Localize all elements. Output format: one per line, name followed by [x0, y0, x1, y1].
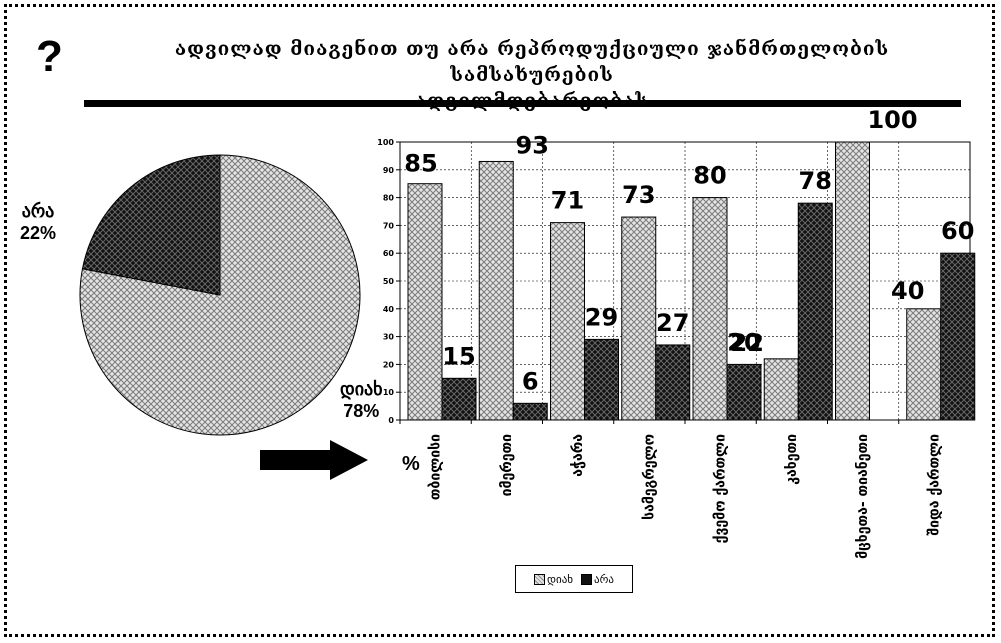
- bar-yes-8: [906, 308, 942, 421]
- pie-label-no: არა 22%: [20, 200, 56, 244]
- data-label: 73: [622, 181, 655, 209]
- pie-label-no-pct: 22%: [20, 223, 57, 243]
- bar-yes-5: [692, 197, 728, 421]
- y-tick-label: 50: [383, 277, 395, 286]
- y-tick-label: 70: [383, 221, 395, 230]
- bar-no-4: [655, 344, 691, 421]
- x-category-label: სამეგრელო: [641, 434, 657, 520]
- bar-no-2: [512, 402, 548, 421]
- y-tick-label: 60: [383, 249, 395, 258]
- y-tick-label: 100: [377, 138, 394, 147]
- x-category-label: ქვემო ქართლი: [713, 434, 729, 543]
- bar-no-8: [940, 252, 976, 421]
- y-tick-label: 80: [383, 194, 395, 203]
- title-line-1: ადვილად მიაგენით თუ არა რეპროდუქციული ჯა…: [174, 38, 890, 86]
- percent-label: %: [402, 453, 420, 475]
- data-label: 15: [442, 342, 475, 370]
- data-label: 40: [891, 277, 924, 305]
- bar-chart: 0 10 20 30 40 50 60 70 80 90 100 თბილისი იმერეთი აჭარ…: [377, 106, 976, 559]
- data-label: 78: [799, 167, 832, 195]
- bar-no-5: [726, 363, 762, 421]
- y-tick-label: 10: [383, 388, 395, 397]
- legend-swatch-no: [581, 574, 593, 585]
- pie-label-yes-text: დიახ: [340, 379, 383, 399]
- pie-label-yes-pct: 78%: [343, 401, 380, 421]
- x-category-label: მცხეთა- თიანეთი: [855, 434, 871, 559]
- pie-slice-no: [81, 154, 221, 296]
- y-tick-label: 0: [388, 416, 394, 425]
- y-tick-label: 40: [383, 305, 395, 314]
- data-label: 80: [693, 162, 726, 190]
- bar-yes-7: [835, 141, 870, 421]
- data-label: 27: [656, 309, 689, 337]
- data-label: 29: [585, 303, 618, 331]
- data-label: 100: [867, 106, 917, 134]
- pie-chart: [79, 154, 361, 436]
- x-category-label: თბილისი: [428, 434, 444, 500]
- x-category-label: კახეთი: [784, 434, 800, 485]
- y-tick-label: 20: [383, 360, 395, 369]
- legend-label-yes: დიახ: [547, 572, 574, 586]
- data-label: 85: [404, 150, 437, 178]
- y-tick-label: 90: [383, 166, 395, 175]
- bar-no-6: [797, 202, 833, 421]
- data-label: 6: [522, 367, 539, 395]
- legend-label-no: არა: [594, 572, 614, 586]
- chart-legend: დიახ არა: [515, 565, 633, 593]
- bar-yes-3: [550, 222, 585, 421]
- bar-yes-6: [763, 358, 799, 421]
- data-label: 93: [516, 131, 549, 159]
- legend-item-yes: დიახ: [534, 573, 573, 586]
- data-label: 20: [727, 328, 760, 356]
- bar-yes-2: [478, 160, 514, 421]
- y-tick-label: 30: [383, 333, 395, 342]
- title-divider: [84, 100, 961, 107]
- bar-no-1: [441, 377, 477, 421]
- pie-label-yes: დიახ 78%: [340, 378, 383, 422]
- x-category-label: აჭარა: [570, 434, 586, 477]
- data-label: 71: [551, 187, 584, 215]
- bar-yes-1: [407, 183, 443, 421]
- right-arrow-icon: [260, 440, 368, 480]
- question-mark: ?: [36, 32, 63, 81]
- bar-no-3: [584, 338, 619, 421]
- data-label: 60: [941, 217, 974, 245]
- x-category-label: შიდა ქართლი: [926, 434, 942, 536]
- legend-swatch-yes: [534, 574, 546, 585]
- legend-item-no: არა: [581, 573, 614, 586]
- data-label: 22: [731, 329, 764, 357]
- x-category-label: იმერეთი: [499, 434, 515, 496]
- bar-yes-4: [621, 216, 657, 421]
- pie-label-no-text: არა: [21, 201, 55, 221]
- dotted-frame: [4, 4, 995, 637]
